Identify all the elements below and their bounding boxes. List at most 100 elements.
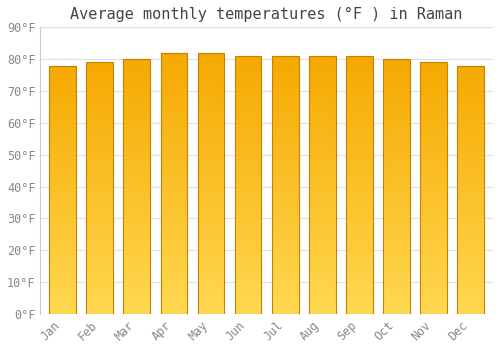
Bar [346, 212, 373, 213]
Bar [346, 136, 373, 137]
Bar [309, 147, 336, 149]
Bar [272, 149, 298, 150]
Bar [198, 221, 224, 223]
Bar [235, 283, 262, 284]
Bar [160, 200, 188, 202]
Bar [272, 135, 298, 136]
Bar [383, 260, 410, 262]
Bar [458, 227, 484, 228]
Bar [160, 59, 188, 61]
Bar [160, 63, 188, 64]
Bar [420, 85, 447, 86]
Bar [86, 118, 113, 119]
Bar [420, 128, 447, 129]
Bar [420, 70, 447, 71]
Bar [309, 58, 336, 60]
Bar [198, 159, 224, 160]
Bar [309, 313, 336, 314]
Bar [346, 237, 373, 238]
Bar [383, 240, 410, 241]
Bar [383, 229, 410, 230]
Bar [235, 87, 262, 88]
Bar [235, 201, 262, 202]
Bar [86, 160, 113, 162]
Bar [420, 107, 447, 109]
Bar [235, 241, 262, 243]
Bar [383, 286, 410, 287]
Bar [86, 178, 113, 179]
Bar [272, 175, 298, 176]
Bar [235, 80, 262, 82]
Bar [86, 230, 113, 231]
Bar [49, 97, 76, 98]
Bar [346, 261, 373, 262]
Bar [383, 281, 410, 282]
Bar [198, 89, 224, 91]
Bar [235, 288, 262, 289]
Bar [86, 259, 113, 260]
Bar [309, 282, 336, 283]
Bar [235, 159, 262, 160]
Bar [272, 198, 298, 199]
Bar [86, 105, 113, 106]
Bar [383, 118, 410, 119]
Bar [198, 298, 224, 300]
Bar [198, 279, 224, 280]
Bar [309, 256, 336, 257]
Bar [346, 252, 373, 253]
Bar [49, 299, 76, 300]
Bar [272, 307, 298, 309]
Bar [198, 116, 224, 117]
Bar [235, 194, 262, 195]
Bar [346, 87, 373, 88]
Bar [86, 132, 113, 133]
Bar [198, 242, 224, 243]
Bar [309, 167, 336, 168]
Bar [198, 66, 224, 67]
Bar [198, 74, 224, 75]
Bar [383, 165, 410, 166]
Bar [346, 144, 373, 145]
Bar [49, 206, 76, 207]
Bar [420, 289, 447, 290]
Bar [124, 62, 150, 63]
Bar [458, 161, 484, 162]
Bar [49, 215, 76, 216]
Bar [235, 202, 262, 203]
Bar [124, 99, 150, 100]
Bar [383, 59, 410, 314]
Bar [124, 83, 150, 85]
Bar [309, 107, 336, 109]
Bar [458, 84, 484, 85]
Bar [198, 194, 224, 195]
Bar [458, 133, 484, 134]
Bar [458, 236, 484, 237]
Bar [309, 91, 336, 92]
Bar [235, 145, 262, 146]
Bar [235, 286, 262, 287]
Bar [458, 158, 484, 159]
Bar [160, 172, 188, 173]
Bar [458, 114, 484, 115]
Bar [420, 213, 447, 215]
Bar [235, 68, 262, 69]
Bar [160, 139, 188, 140]
Bar [235, 274, 262, 275]
Bar [86, 206, 113, 207]
Bar [198, 177, 224, 178]
Bar [309, 213, 336, 215]
Bar [124, 93, 150, 95]
Bar [309, 246, 336, 247]
Bar [458, 237, 484, 238]
Bar [160, 271, 188, 272]
Bar [235, 313, 262, 314]
Bar [420, 293, 447, 294]
Bar [346, 101, 373, 103]
Bar [420, 155, 447, 157]
Bar [383, 146, 410, 147]
Bar [383, 212, 410, 213]
Bar [235, 137, 262, 139]
Bar [420, 176, 447, 177]
Bar [458, 272, 484, 273]
Bar [124, 166, 150, 167]
